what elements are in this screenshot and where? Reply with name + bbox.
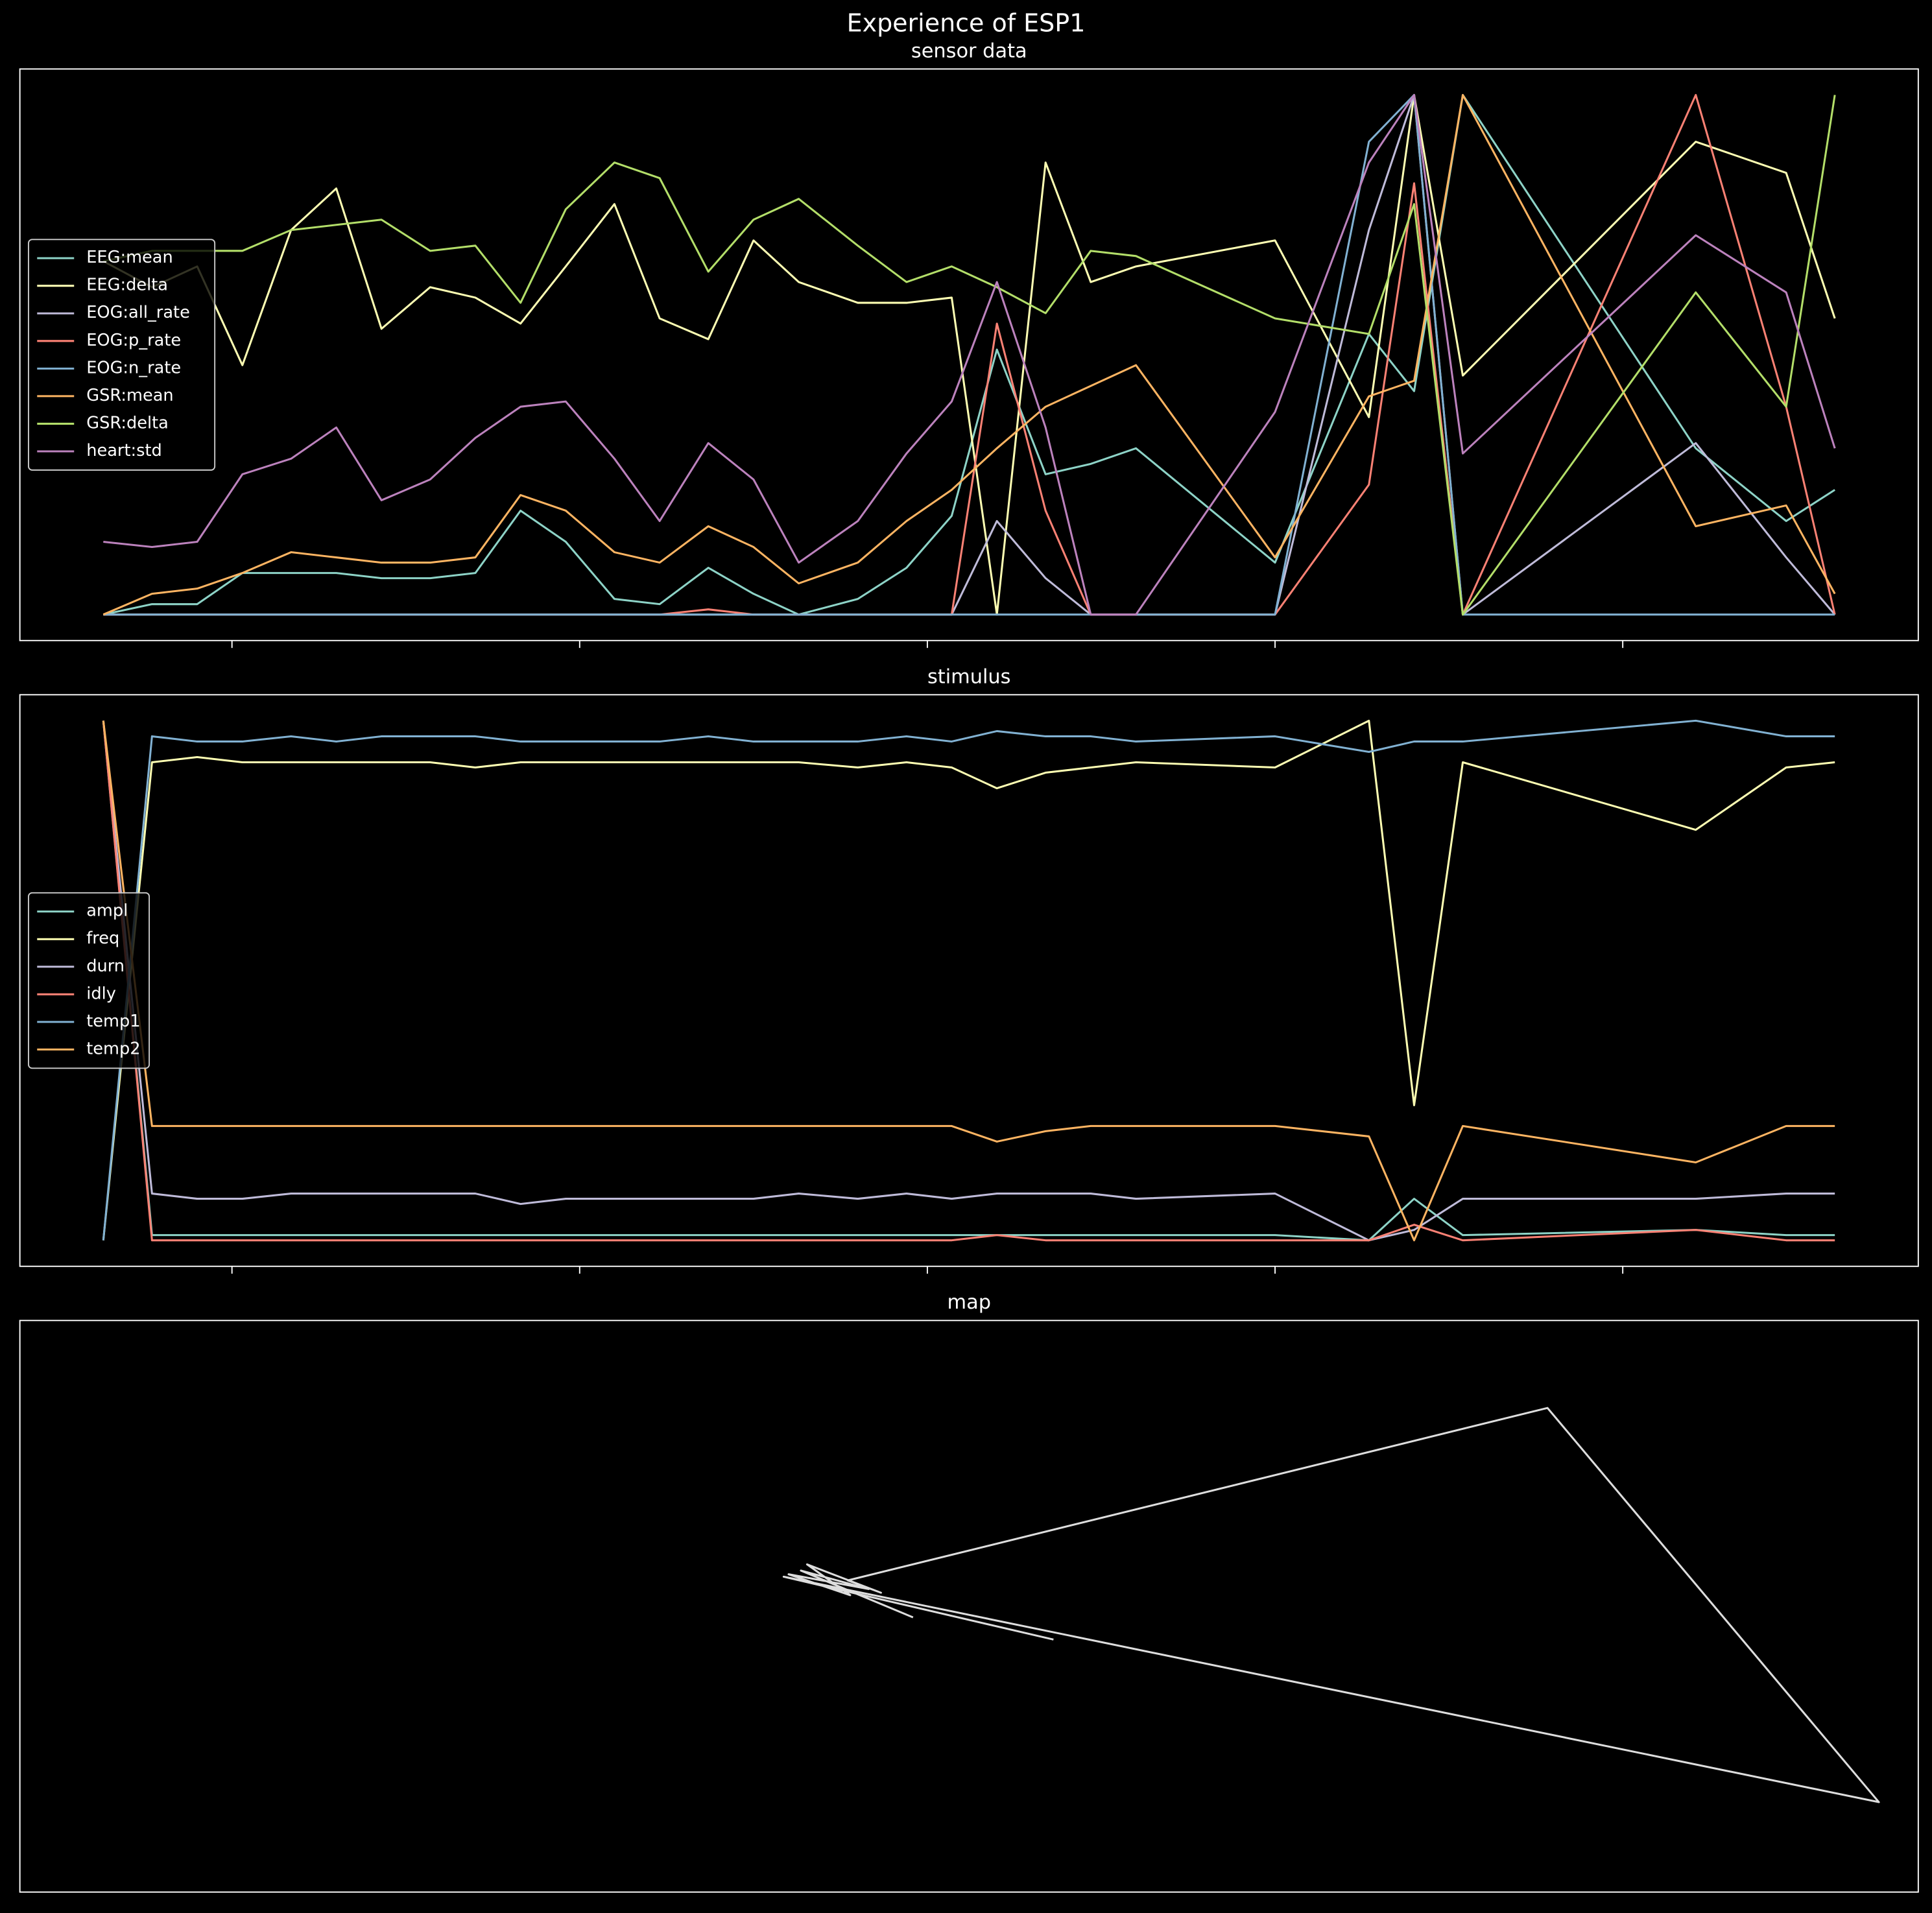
data-line: [103, 93, 1835, 616]
data-line: [102, 720, 1835, 1242]
legend-label: GSR:delta: [86, 413, 169, 433]
legend-label: EOG:all_rate: [86, 303, 190, 322]
legend-label: ampl: [86, 901, 128, 921]
subplot-title: stimulus: [927, 665, 1011, 688]
legend-label: GSR:mean: [86, 386, 173, 405]
legend-frame: [27, 892, 150, 1069]
axes-frame: [19, 68, 1919, 641]
legend-label: temp1: [86, 1012, 140, 1031]
legend-label: temp2: [86, 1039, 140, 1058]
legend-label: heart:std: [86, 441, 162, 460]
legend-frame: [27, 239, 216, 471]
data-line: [102, 720, 1835, 1242]
legend-label: EEG:delta: [86, 276, 168, 295]
figure-title: Experience of ESP1: [847, 8, 1086, 37]
data-line: [103, 93, 1835, 616]
data-line: [102, 719, 1835, 1241]
data-line: [103, 95, 1836, 616]
legend-label: freq: [86, 929, 119, 948]
legend-label: EEG:mean: [86, 248, 173, 267]
legend-label: EOG:p_rate: [86, 331, 181, 350]
data-line: [102, 93, 1836, 616]
legend-label: idly: [86, 984, 116, 1003]
subplot-title: sensor data: [911, 40, 1027, 62]
axes-frame: [19, 1320, 1919, 1893]
legend: ampl freq durn idly temp1 temp2: [27, 892, 150, 1069]
data-line: [102, 719, 1835, 1241]
legend-label: durn: [86, 956, 125, 976]
axes-frame: [19, 694, 1919, 1267]
legend-label: EOG:n_rate: [86, 358, 181, 377]
data-line: [102, 93, 1836, 616]
data-line: [103, 93, 1836, 616]
data-line: [782, 1407, 1880, 1803]
data-line: [102, 720, 1835, 1242]
subplot-title: map: [948, 1291, 991, 1314]
legend: EEG:mean EEG:delta EOG:all_rate EOG:p_rate E…: [27, 239, 216, 471]
